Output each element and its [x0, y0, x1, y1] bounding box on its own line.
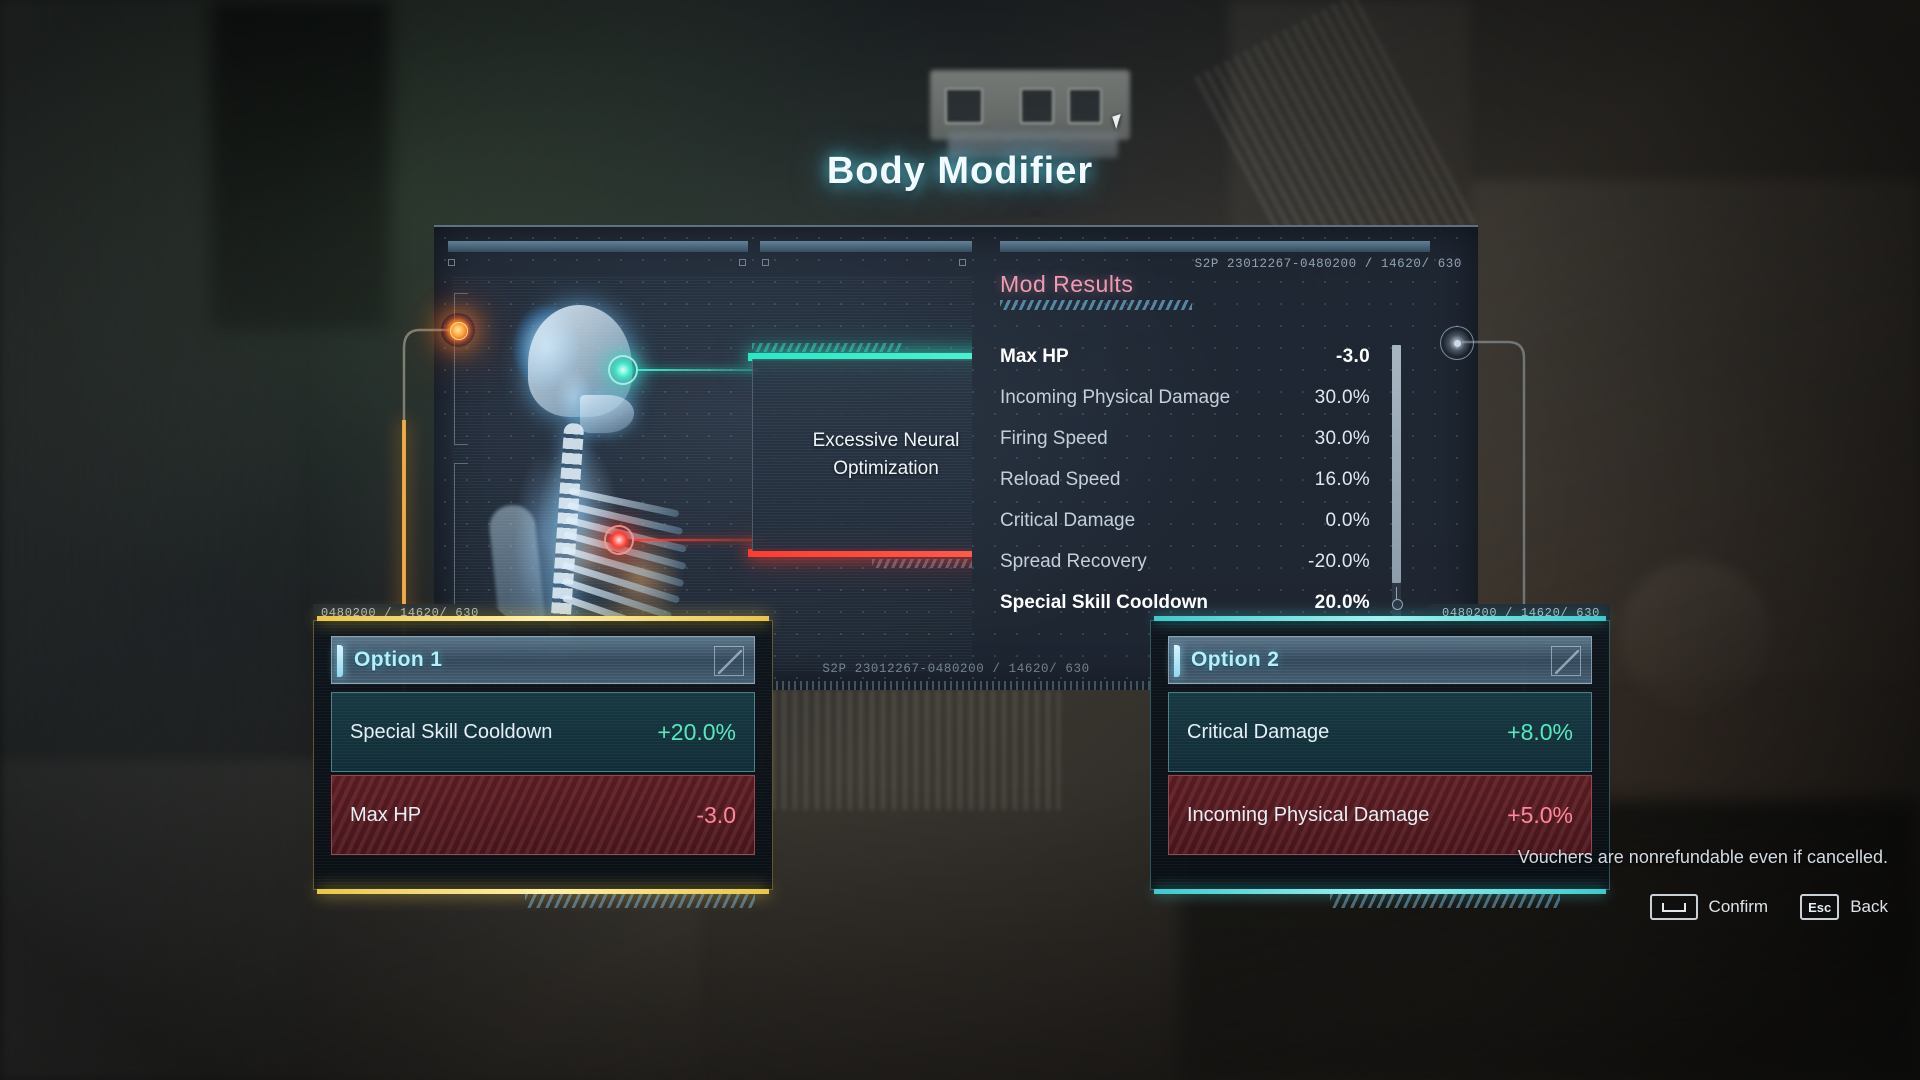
option-2-accent-bottom [1154, 889, 1606, 894]
footer-key-hints: Confirm Esc Back [1649, 894, 1888, 920]
mod-result-value: -20.0% [1307, 550, 1370, 572]
page-title: Body Modifier [826, 150, 1094, 192]
mod-result-label: Incoming Physical Damage [1000, 386, 1231, 408]
option-2-notch [1174, 645, 1180, 677]
option-card-1[interactable]: 0480200 / 14620/ 630 Option 1 Special Sk… [313, 604, 773, 908]
mod-result-label: Critical Damage [1000, 509, 1136, 531]
bg-grate-lower [760, 690, 1060, 810]
mod-result-row: Special Skill Cooldown 20.0% [1000, 582, 1370, 623]
spacebar-icon[interactable] [1649, 894, 1698, 920]
mod-result-value: 30.0% [1314, 386, 1370, 408]
option-1-slot-icon [714, 646, 744, 676]
option-2-negative-value: +5.0% [1507, 801, 1573, 828]
option-2-accent-top [1154, 616, 1606, 621]
card-hatch-bottom [872, 559, 972, 568]
body-marker-chest [604, 525, 634, 555]
topbar-segment-2 [760, 241, 972, 252]
connector-node-left[interactable] [441, 313, 475, 347]
option-1-negative-value: -3.0 [696, 801, 736, 828]
mod-results-scrollbar-thumb[interactable] [1392, 345, 1401, 583]
card-border-positive [748, 353, 972, 361]
machine-screen-3 [1068, 88, 1102, 124]
mod-result-value: 20.0% [1314, 591, 1370, 613]
mod-result-value: 16.0% [1314, 468, 1370, 490]
mod-results-section: Mod Results Max HP -3.0 Incoming Physical … [1000, 271, 1440, 671]
mod-result-row: Critical Damage 0.0% [1000, 500, 1370, 541]
bg-orb [1620, 560, 1770, 710]
mod-result-value: -3.0 [1336, 345, 1370, 367]
lead-line-negative [634, 539, 766, 541]
option-2-positive-value: +8.0% [1507, 718, 1573, 745]
card-border-negative [748, 549, 972, 557]
mod-result-row: Reload Speed 16.0% [1000, 459, 1370, 500]
topbar-segment-3 [1000, 241, 1430, 252]
mod-results-list: Max HP -3.0 Incoming Physical Damage 30.0% F… [1000, 336, 1370, 636]
neural-mod-card: Excessive Neural Optimization [752, 359, 972, 551]
mod-result-row: Spread Recovery -20.0% [1000, 541, 1370, 582]
option-2-hatch [1330, 894, 1560, 908]
confirm-label: Confirm [1708, 897, 1769, 916]
option-1-accent-bottom [317, 889, 769, 894]
mod-result-row: Incoming Physical Damage 30.0% [1000, 377, 1370, 418]
topbar-tick-1 [448, 259, 455, 266]
option-1-positive-label: Special Skill Cooldown [350, 720, 553, 743]
key-hint-confirm[interactable]: Confirm [1649, 894, 1769, 920]
option-1-positive-value: +20.0% [657, 718, 736, 745]
topbar-tick-3 [762, 259, 769, 266]
topbar-tick-2 [739, 259, 746, 266]
panel-bottom-hatch [434, 681, 1478, 690]
option-1-hatch [525, 894, 755, 908]
key-hint-back[interactable]: Esc Back [1800, 894, 1888, 920]
mod-result-label: Max HP [1000, 345, 1069, 367]
option-1-title: Option 1 [354, 648, 443, 671]
option-1-notch [337, 645, 343, 677]
mod-result-row: Max HP -3.0 [1000, 336, 1370, 377]
mod-results-scroll-knob[interactable] [1392, 587, 1403, 610]
machine-screen-2 [1020, 88, 1054, 124]
connector-node-right[interactable] [1440, 326, 1474, 360]
topbar-tick-4 [959, 259, 966, 266]
option-card-2[interactable]: 0480200 / 14620/ 630 Option 2 Critical D… [1150, 604, 1610, 908]
jaw-shape [580, 395, 634, 433]
esc-key-icon[interactable]: Esc [1800, 894, 1840, 920]
machine-screen-1 [945, 88, 983, 124]
option-1-accent-top [317, 616, 769, 621]
mod-results-underline [1000, 300, 1192, 310]
option-2-slot-icon [1551, 646, 1581, 676]
neural-mod-card-label: Excessive Neural Optimization [812, 430, 960, 479]
option-1-negative-stat: Max HP -3.0 [331, 775, 755, 855]
footer-note: Vouchers are nonrefundable even if cance… [1517, 847, 1888, 867]
lead-line-positive [638, 369, 758, 371]
panel-serial-top: S2P 23012267-0480200 / 14620/ 630 [1194, 257, 1462, 271]
mod-results-title: Mod Results [1000, 271, 1134, 297]
option-2-negative-label: Incoming Physical Damage [1187, 803, 1430, 826]
option-2-negative-stat: Incoming Physical Damage +5.0% [1168, 775, 1592, 855]
mod-result-row: Firing Speed 30.0% [1000, 418, 1370, 459]
option-2-title: Option 2 [1191, 648, 1280, 671]
card-hatch-top [752, 343, 902, 352]
option-2-positive-label: Critical Damage [1187, 720, 1330, 743]
option-2-header[interactable]: Option 2 [1168, 636, 1592, 684]
body-marker-head [608, 355, 638, 385]
mod-result-label: Spread Recovery [1000, 550, 1147, 572]
option-1-header[interactable]: Option 1 [331, 636, 755, 684]
mod-result-label: Reload Speed [1000, 468, 1121, 490]
panel-serial-bottom: S2P 23012267-0480200 / 14620/ 630 [822, 662, 1090, 676]
body-scan-view: Excessive Neural Optimization [452, 277, 972, 672]
option-1-positive-stat: Special Skill Cooldown +20.0% [331, 692, 755, 772]
back-label: Back [1850, 897, 1888, 916]
mod-result-label: Special Skill Cooldown [1000, 591, 1208, 613]
mod-result-value: 0.0% [1325, 509, 1370, 531]
topbar-segment-1 [448, 241, 748, 252]
option-1-negative-label: Max HP [350, 803, 422, 826]
mod-result-label: Firing Speed [1000, 427, 1108, 449]
mod-result-value: 30.0% [1314, 427, 1370, 449]
option-2-positive-stat: Critical Damage +8.0% [1168, 692, 1592, 772]
